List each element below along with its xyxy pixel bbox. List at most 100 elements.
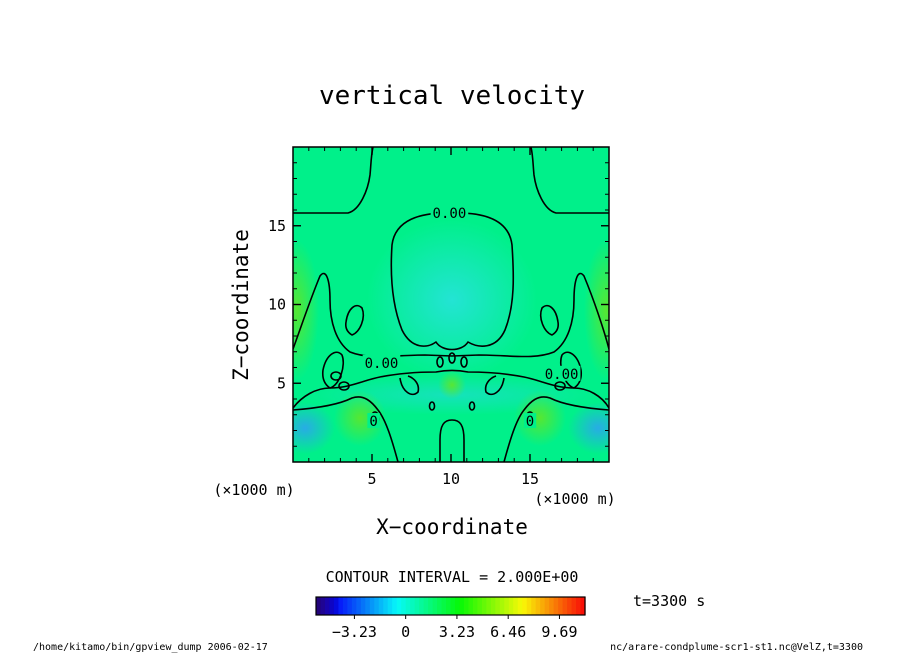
colorbar-cell (562, 597, 568, 615)
colorbar-cell (522, 597, 528, 615)
mid-band-contour (293, 369, 609, 409)
colorbar-tick-label: 0 (401, 623, 410, 641)
upper-left-contour (293, 147, 374, 214)
colorbar-cell (383, 597, 389, 615)
right-inner-loop (539, 304, 560, 336)
colorbar-cell (437, 597, 443, 615)
colorbar-cell (324, 597, 331, 615)
y-tick-label: 5 (277, 374, 286, 392)
colorbar-cell (535, 597, 541, 615)
footer-left-path: /home/kitamo/bin/gpview_dump 2006-02-17 (33, 642, 268, 653)
colorbar-cell (495, 597, 501, 615)
colorbar-cell (396, 597, 402, 615)
center-loop-3 (460, 356, 468, 368)
contour-interval-text: CONTOUR INTERVAL = 2.000E+00 (326, 568, 579, 586)
colorbar-tick-label: 6.46 (490, 623, 526, 641)
x-unit-label-left: (×1000 m) (213, 481, 294, 499)
colorbar-cell (450, 597, 456, 615)
x-tick-label: 5 (367, 470, 376, 488)
colorbar-cell (432, 597, 438, 615)
contour-label: 0.00 (545, 367, 579, 383)
right-rib-1 (484, 375, 505, 396)
colorbar-cell (499, 597, 505, 615)
left-inner-loop (344, 304, 365, 336)
time-label: t=3300 s (633, 592, 705, 610)
center-loop-2 (448, 352, 456, 364)
colorbar-cell (504, 597, 510, 615)
colorbar-cell (571, 597, 577, 615)
colorbar-cell (347, 597, 353, 615)
colorbar-cell (549, 597, 555, 615)
contour-label: 0 (369, 414, 377, 430)
x-axis: 5 10 15 (308, 147, 594, 488)
plot-area: 0.00 0.00 0.00 0 0 (293, 147, 609, 462)
colorbar-cell (531, 597, 537, 615)
right-green-blob-shade (514, 390, 566, 446)
contour-label: 0 (526, 414, 534, 430)
center-loop-1 (436, 356, 444, 368)
colorbar-cell (351, 597, 357, 615)
colorbar-cell (459, 597, 465, 615)
colorbar-cell (333, 597, 340, 615)
colorbar-tick-label: 3.23 (439, 623, 475, 641)
colorbar-cell (369, 597, 375, 615)
colorbar-cell (441, 597, 447, 615)
x-tick-label: 10 (442, 470, 460, 488)
colorbar-ticks: −3.23 0 3.23 6.46 9.69 (332, 615, 578, 641)
left-small-loop-2 (338, 381, 350, 391)
x-tick-label: 15 (521, 470, 539, 488)
colorbar-cell (468, 597, 474, 615)
colorbar-cell (463, 597, 470, 615)
colorbar-cell (423, 597, 429, 615)
colorbar-cell (454, 597, 461, 615)
left-cap-contour (293, 272, 609, 358)
colorbar-cell (477, 597, 483, 615)
center-loop-4 (428, 401, 436, 411)
colorbar-cell (419, 597, 425, 615)
upper-right-contour (530, 147, 609, 214)
x-axis-title: X−coordinate (376, 515, 528, 539)
colorbar-cell (490, 597, 496, 615)
colorbar-cell (378, 597, 384, 615)
colorbar-cell (544, 597, 550, 615)
colorbar-cell (414, 597, 420, 615)
right-edge-green-shade (584, 240, 609, 380)
contour-lines (293, 147, 609, 462)
colorbar-cell (338, 597, 344, 615)
center-green-shade (438, 371, 466, 399)
colorbar-cell (356, 597, 362, 615)
center-loop-5 (468, 401, 476, 411)
left-surface-downdraft-shade (293, 402, 335, 454)
colorbar-cell (387, 597, 393, 615)
colorbar-cell (486, 597, 492, 615)
y-axis: 5 10 15 (268, 162, 609, 447)
colorbar-cell (580, 597, 586, 615)
colorbar-cell (374, 597, 380, 615)
colorbar-cell (481, 597, 487, 615)
plume-contour (390, 212, 515, 351)
colorbar-cell (540, 597, 546, 615)
colorbar-cell (320, 597, 326, 615)
right-small-loop-2 (554, 381, 566, 391)
x-unit-label-right: (×1000 m) (534, 490, 615, 508)
left-small-loop-1 (330, 371, 342, 381)
colorbar-cell (428, 597, 434, 615)
colorbar-cell (558, 597, 564, 615)
colorbar-cell (513, 597, 519, 615)
colorbar-cell (410, 597, 416, 615)
colorbar-cell (526, 597, 532, 615)
y-axis-title: Z−coordinate (229, 229, 253, 381)
colorbar-cell (446, 597, 452, 615)
left-edge-green-shade (293, 240, 319, 380)
contour-label: 0.00 (365, 356, 399, 372)
colorbar-cell (392, 597, 398, 615)
colorbar-cell (316, 597, 322, 615)
right-base-contour (503, 396, 609, 462)
left-rib-1 (399, 375, 420, 396)
contour-labels: 0.00 0.00 0.00 0 0 (362, 205, 581, 430)
contour-label: 0.00 (433, 206, 467, 222)
right-surface-downdraft-shade (568, 402, 609, 454)
contour-label-bg (362, 354, 401, 370)
colorbar (316, 597, 586, 615)
